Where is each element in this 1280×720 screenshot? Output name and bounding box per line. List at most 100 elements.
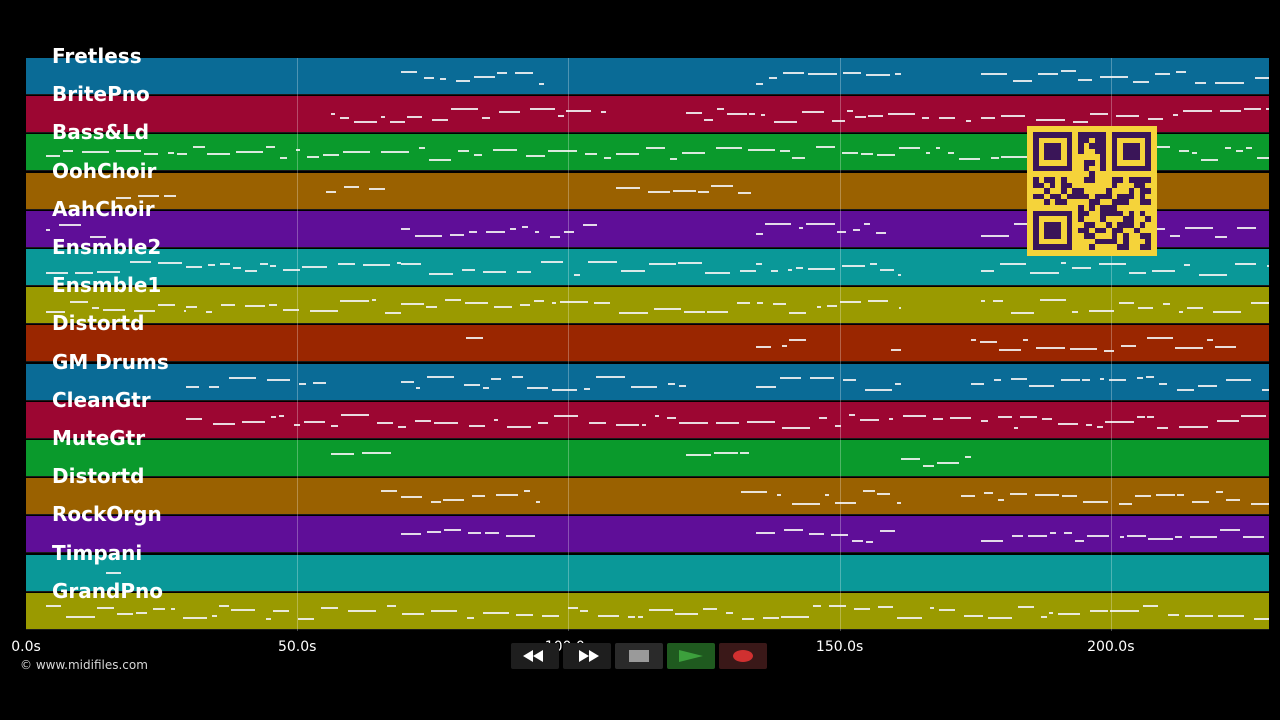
track-label: CleanGtr bbox=[52, 387, 151, 412]
note-mark bbox=[971, 382, 984, 385]
note-mark bbox=[757, 302, 763, 305]
note-mark bbox=[468, 532, 481, 535]
note-mark bbox=[802, 111, 824, 114]
note-mark bbox=[584, 387, 590, 390]
note-mark bbox=[939, 608, 955, 611]
note-mark bbox=[1179, 425, 1208, 428]
note-mark bbox=[321, 606, 338, 609]
note-mark bbox=[711, 184, 733, 187]
note-mark bbox=[541, 261, 563, 263]
note-mark bbox=[362, 452, 391, 454]
note-mark bbox=[1146, 375, 1154, 378]
note-mark bbox=[899, 307, 901, 310]
note-mark bbox=[789, 339, 806, 342]
note-mark bbox=[1119, 302, 1134, 305]
note-mark bbox=[773, 303, 786, 306]
note-mark bbox=[810, 376, 834, 379]
note-mark bbox=[1075, 540, 1084, 543]
note-mark bbox=[381, 116, 385, 119]
time-tick-label: 0.0s bbox=[11, 639, 41, 655]
note-mark bbox=[184, 310, 186, 313]
stop-button[interactable] bbox=[615, 643, 663, 669]
note-mark bbox=[116, 150, 141, 153]
note-mark bbox=[981, 73, 1007, 75]
note-mark bbox=[981, 234, 1009, 237]
note-mark bbox=[1089, 310, 1114, 313]
note-mark bbox=[1011, 377, 1027, 380]
note-mark bbox=[445, 299, 461, 302]
note-mark bbox=[809, 533, 824, 536]
note-mark bbox=[843, 378, 856, 381]
note-mark bbox=[880, 269, 894, 271]
track-lane bbox=[26, 554, 1269, 592]
note-mark bbox=[1042, 417, 1052, 420]
note-mark bbox=[1061, 378, 1080, 381]
qr-code-pattern bbox=[1033, 132, 1151, 250]
note-mark bbox=[186, 306, 197, 309]
note-mark bbox=[1187, 307, 1203, 310]
note-mark bbox=[707, 311, 728, 314]
note-mark bbox=[548, 150, 577, 153]
note-mark bbox=[1137, 376, 1143, 379]
note-mark bbox=[835, 424, 841, 427]
note-mark bbox=[981, 419, 988, 422]
note-mark bbox=[522, 225, 528, 228]
note-mark bbox=[899, 147, 920, 150]
note-mark bbox=[485, 532, 499, 535]
note-mark bbox=[686, 454, 711, 456]
note-mark bbox=[922, 117, 929, 120]
note-mark bbox=[429, 159, 451, 162]
note-mark bbox=[638, 615, 643, 618]
play-button[interactable] bbox=[667, 643, 715, 669]
note-mark bbox=[888, 113, 915, 116]
note-mark bbox=[930, 606, 934, 609]
note-mark bbox=[868, 115, 883, 118]
note-mark bbox=[208, 264, 215, 266]
note-mark bbox=[1090, 113, 1108, 116]
note-mark bbox=[134, 310, 155, 313]
note-mark bbox=[236, 151, 263, 154]
note-mark bbox=[372, 299, 376, 302]
note-mark bbox=[895, 73, 901, 75]
note-mark bbox=[506, 535, 535, 538]
note-mark bbox=[1192, 152, 1197, 155]
note-mark bbox=[75, 272, 93, 274]
note-mark bbox=[398, 425, 406, 428]
note-mark bbox=[558, 115, 564, 118]
note-mark bbox=[1213, 311, 1241, 314]
note-mark bbox=[304, 420, 325, 423]
note-mark bbox=[70, 301, 88, 304]
note-mark bbox=[682, 152, 705, 155]
note-mark bbox=[273, 609, 289, 612]
note-mark bbox=[959, 158, 980, 161]
fast-forward-button[interactable] bbox=[563, 643, 611, 669]
note-mark bbox=[1147, 415, 1154, 418]
note-mark bbox=[588, 261, 617, 263]
track-lane bbox=[26, 440, 1269, 477]
note-mark bbox=[891, 349, 901, 352]
note-mark bbox=[1058, 612, 1080, 615]
note-mark bbox=[628, 615, 635, 618]
note-mark bbox=[507, 425, 531, 428]
note-mark bbox=[980, 341, 997, 344]
rewind-button[interactable] bbox=[511, 643, 559, 669]
note-mark bbox=[344, 185, 359, 188]
record-button[interactable] bbox=[719, 643, 767, 669]
note-mark bbox=[530, 108, 555, 111]
time-tick-label: 200.0s bbox=[1087, 639, 1135, 655]
note-mark bbox=[1110, 609, 1139, 612]
track-lane bbox=[26, 478, 1269, 516]
note-mark bbox=[486, 230, 505, 233]
note-mark bbox=[1100, 76, 1128, 78]
note-mark bbox=[574, 274, 580, 276]
note-mark bbox=[965, 456, 971, 458]
note-mark bbox=[1020, 415, 1037, 418]
note-mark bbox=[1152, 270, 1175, 272]
track-label: GM Drums bbox=[52, 349, 169, 374]
note-mark bbox=[780, 376, 801, 379]
note-mark bbox=[646, 147, 665, 150]
note-mark bbox=[1018, 605, 1034, 608]
note-mark bbox=[401, 496, 422, 499]
note-mark bbox=[993, 300, 1003, 303]
note-mark bbox=[1036, 347, 1065, 350]
